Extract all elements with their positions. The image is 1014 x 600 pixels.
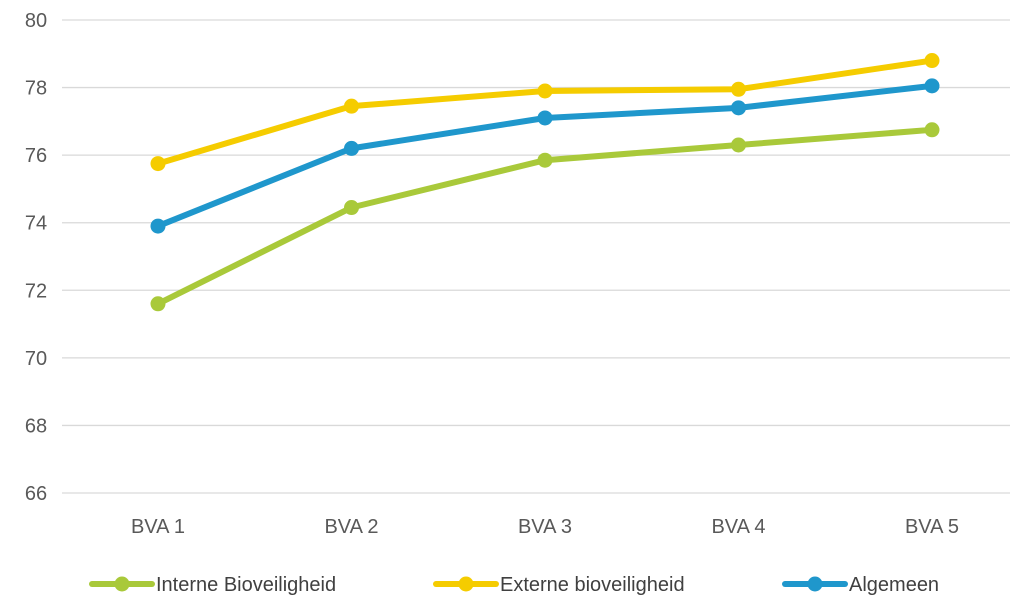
data-point [731, 81, 746, 97]
legend-label: Interne Bioveiligheid [156, 574, 336, 596]
legend-item-2: Externe bioveiligheid [433, 574, 685, 596]
data-point [344, 98, 359, 114]
data-point [731, 100, 746, 116]
series-layer [150, 53, 940, 312]
x-tick-label: BVA 3 [518, 516, 572, 538]
data-point [924, 78, 940, 94]
legend-label: Algemeen [849, 574, 939, 596]
y-tick-label: 78 [25, 78, 47, 100]
legend-swatch-marker [114, 576, 130, 592]
data-point [924, 53, 940, 69]
series-1 [150, 122, 940, 312]
legend-item-3: Algemeen [782, 574, 939, 596]
data-point [150, 296, 166, 312]
legend-swatch-marker [807, 576, 823, 592]
data-point [344, 200, 359, 216]
legend-item-1: Interne Bioveiligheid [89, 574, 336, 596]
series-3 [150, 78, 940, 234]
y-tick-label: 72 [25, 280, 47, 302]
data-point [924, 122, 940, 138]
y-tick-label: 74 [25, 213, 47, 235]
data-point [537, 110, 553, 126]
grid-layer [62, 19, 1010, 494]
series-2 [150, 53, 940, 172]
y-tick-label: 68 [25, 415, 47, 437]
y-tick-label: 70 [25, 348, 47, 370]
y-tick-label: 80 [25, 10, 47, 32]
legend-swatch-marker [458, 576, 474, 592]
x-tick-label: BVA 2 [324, 516, 378, 538]
data-point [537, 152, 553, 168]
data-point [731, 137, 746, 153]
x-tick-label: BVA 4 [711, 516, 765, 538]
data-point [344, 140, 359, 156]
legend: Interne Bioveiligheid Externe bioveilighe… [89, 574, 939, 596]
x-axis-ticks: BVA 1 BVA 2 BVA 3 BVA 4 BVA 5 [131, 516, 959, 538]
x-tick-label: BVA 5 [905, 516, 959, 538]
data-point [537, 83, 553, 99]
x-tick-label: BVA 1 [131, 516, 185, 538]
y-tick-label: 76 [25, 145, 47, 167]
y-axis-ticks: 66 68 70 72 74 76 78 80 [25, 10, 47, 505]
data-point [150, 218, 166, 234]
legend-label: Externe bioveiligheid [500, 574, 685, 596]
data-point [150, 156, 166, 172]
y-tick-label: 66 [25, 483, 47, 505]
